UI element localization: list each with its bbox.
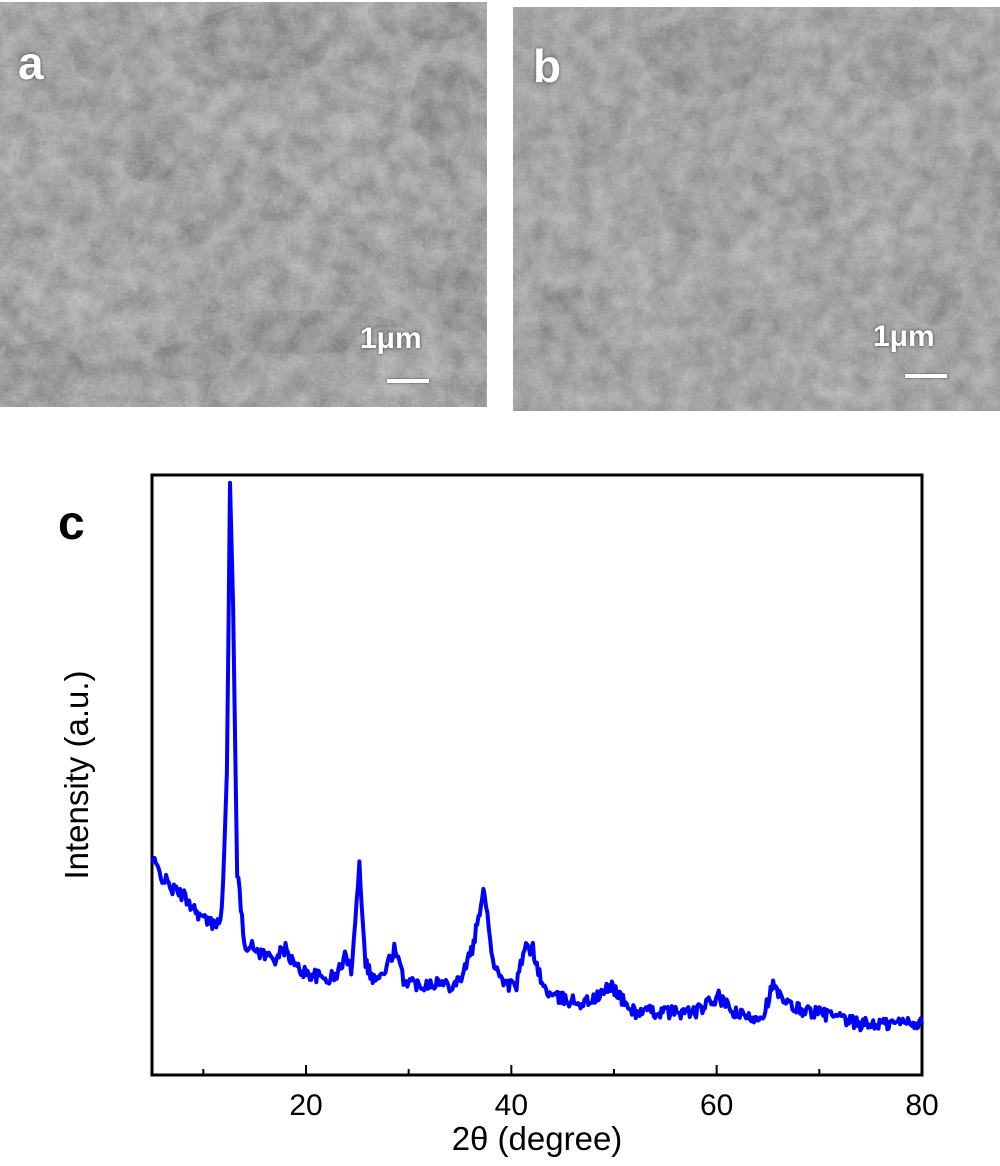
scale-bar-b (905, 374, 947, 378)
sem-image-b: b 1μm (513, 7, 1000, 411)
panel-label-c: c (58, 497, 85, 550)
xrd-series-line (150, 480, 924, 1033)
x-tick-label-40: 40 (495, 1089, 528, 1122)
y-axis-title: Intensity (a.u.) (58, 670, 95, 879)
sem-texture-a (0, 2, 487, 407)
x-axis-tick-labels: 20 40 60 80 (289, 1089, 938, 1122)
sem-texture-b (513, 7, 1000, 411)
x-axis-ticks (202, 1065, 923, 1075)
panel-label-b: b (533, 40, 562, 92)
scale-bar-label-a: 1μm (360, 322, 422, 355)
sem-image-a: a 1μm (0, 2, 487, 407)
x-tick-label-60: 60 (700, 1089, 733, 1122)
panel-label-a: a (18, 37, 44, 89)
x-axis-title: 2θ (degree) (452, 1120, 623, 1157)
x-tick-label-20: 20 (289, 1089, 322, 1122)
scale-bar-a (387, 379, 429, 383)
xrd-chart: 20 40 60 80 2θ (degree) Intensity (a.u.) (58, 473, 939, 1157)
plot-frame (150, 473, 924, 1077)
scale-bar-label-b: 1μm (873, 320, 935, 353)
x-tick-label-80: 80 (905, 1089, 938, 1122)
